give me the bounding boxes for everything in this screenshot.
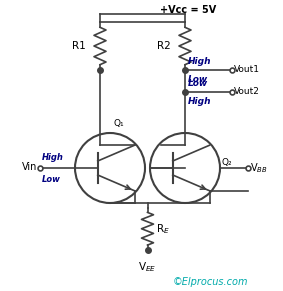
Text: V$_{EE}$: V$_{EE}$ [138,260,157,274]
Text: Vin: Vin [22,162,37,172]
Text: V$_{BB}$: V$_{BB}$ [250,161,268,175]
Text: ©Elprocus.com: ©Elprocus.com [172,277,248,287]
Text: High: High [188,97,211,106]
Text: High: High [188,56,211,65]
Text: Vout2: Vout2 [234,88,260,97]
Text: Vout1: Vout1 [234,65,260,74]
Text: R2: R2 [157,41,171,51]
Text: +Vcc = 5V: +Vcc = 5V [160,5,216,15]
Text: Low: Low [42,175,61,184]
Text: R$_E$: R$_E$ [155,222,170,236]
Text: Q₂: Q₂ [222,158,233,167]
Text: Q₁: Q₁ [114,119,125,128]
Text: Low: Low [188,79,208,88]
Text: Low: Low [188,74,208,84]
Text: High: High [42,152,64,162]
Text: R1: R1 [72,41,86,51]
